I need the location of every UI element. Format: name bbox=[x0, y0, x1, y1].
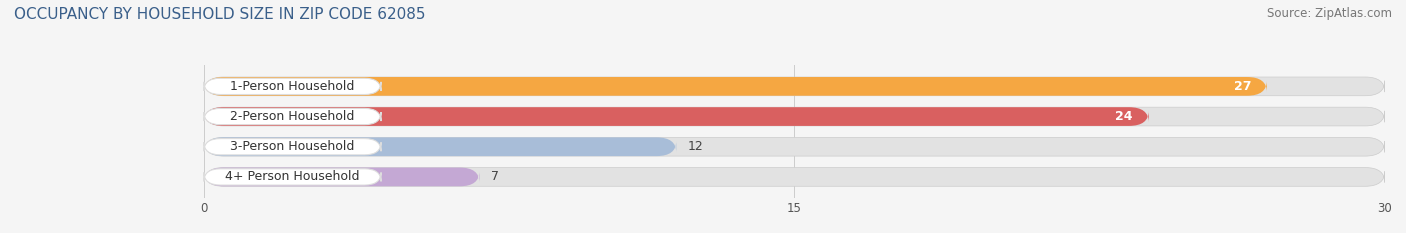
FancyBboxPatch shape bbox=[204, 77, 1267, 96]
Text: OCCUPANCY BY HOUSEHOLD SIZE IN ZIP CODE 62085: OCCUPANCY BY HOUSEHOLD SIZE IN ZIP CODE … bbox=[14, 7, 426, 22]
FancyBboxPatch shape bbox=[204, 139, 381, 155]
Text: 27: 27 bbox=[1233, 80, 1251, 93]
Text: Source: ZipAtlas.com: Source: ZipAtlas.com bbox=[1267, 7, 1392, 20]
FancyBboxPatch shape bbox=[204, 107, 1149, 126]
Text: 7: 7 bbox=[491, 170, 499, 183]
Text: 4+ Person Household: 4+ Person Household bbox=[225, 170, 360, 183]
FancyBboxPatch shape bbox=[204, 137, 1385, 156]
Text: 24: 24 bbox=[1115, 110, 1133, 123]
FancyBboxPatch shape bbox=[204, 78, 381, 95]
FancyBboxPatch shape bbox=[204, 77, 1385, 96]
FancyBboxPatch shape bbox=[204, 168, 479, 186]
FancyBboxPatch shape bbox=[204, 107, 1385, 126]
Text: 2-Person Household: 2-Person Household bbox=[231, 110, 354, 123]
FancyBboxPatch shape bbox=[204, 169, 381, 185]
FancyBboxPatch shape bbox=[204, 168, 1385, 186]
FancyBboxPatch shape bbox=[204, 108, 381, 125]
FancyBboxPatch shape bbox=[204, 137, 676, 156]
Text: 1-Person Household: 1-Person Household bbox=[231, 80, 354, 93]
Text: 3-Person Household: 3-Person Household bbox=[231, 140, 354, 153]
Text: 12: 12 bbox=[688, 140, 704, 153]
